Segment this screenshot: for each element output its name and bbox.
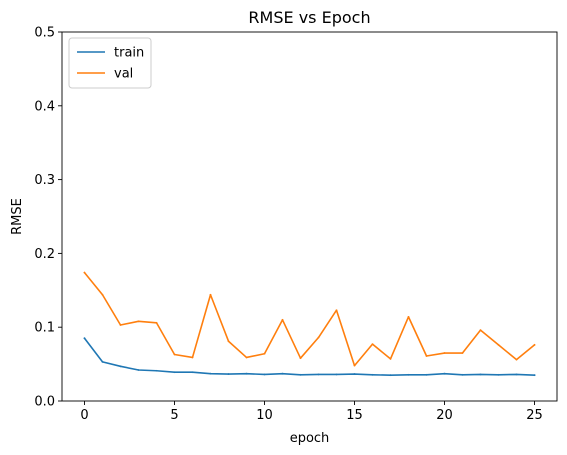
data-point-val xyxy=(101,293,104,296)
data-point-train xyxy=(371,373,374,376)
data-point-train xyxy=(299,373,302,376)
data-point-val xyxy=(479,329,482,332)
data-point-train xyxy=(101,360,104,363)
data-point-val xyxy=(281,318,284,321)
data-point-train xyxy=(173,371,176,374)
data-point-train xyxy=(425,373,428,376)
y-tick-label: 0.0 xyxy=(34,395,55,410)
series-line-val xyxy=(83,271,536,367)
data-point-train xyxy=(515,373,518,376)
data-point-train xyxy=(119,365,122,368)
data-point-train xyxy=(155,369,158,372)
data-point-val xyxy=(371,343,374,346)
x-tick-label: 25 xyxy=(526,408,543,423)
legend: train val xyxy=(68,37,152,89)
legend-label-train: train xyxy=(114,46,144,61)
x-tick-label: 15 xyxy=(346,408,363,423)
data-point-val xyxy=(137,320,140,323)
data-point-val xyxy=(353,364,356,367)
data-point-train xyxy=(443,372,446,375)
x-tick-label: 0 xyxy=(80,408,88,423)
data-point-val xyxy=(407,315,410,318)
data-point-val xyxy=(227,340,230,343)
data-point-train xyxy=(317,373,320,376)
plot-area xyxy=(83,271,536,377)
y-tick-label: 0.5 xyxy=(34,26,55,41)
data-point-train xyxy=(497,373,500,376)
data-point-train xyxy=(191,371,194,374)
data-point-val xyxy=(299,357,302,360)
data-point-train xyxy=(281,372,284,375)
data-point-train xyxy=(353,373,356,375)
data-point-val xyxy=(317,336,320,339)
y-tick-label: 0.3 xyxy=(34,173,55,188)
data-point-train xyxy=(479,373,482,376)
y-tick-label: 0.4 xyxy=(34,99,55,114)
data-point-val xyxy=(245,356,248,359)
legend-label-val: val xyxy=(114,67,133,82)
data-point-val xyxy=(533,344,536,346)
data-point-train xyxy=(335,373,338,376)
data-point-val xyxy=(515,358,518,361)
data-point-val xyxy=(461,352,464,354)
data-point-train xyxy=(263,373,266,376)
chart-title: RMSE vs Epoch xyxy=(248,8,370,27)
data-point-train xyxy=(137,369,140,371)
x-tick-label: 10 xyxy=(256,408,273,423)
series-line-train xyxy=(83,337,536,377)
data-point-train xyxy=(533,374,536,377)
data-point-val xyxy=(335,309,338,312)
y-tick-label: 0.2 xyxy=(34,247,55,262)
x-axis-label: epoch xyxy=(290,431,330,446)
data-point-val xyxy=(173,353,176,356)
data-point-val xyxy=(443,352,446,354)
data-point-val xyxy=(191,356,194,359)
data-point-train xyxy=(407,373,410,376)
x-tick-label: 20 xyxy=(436,408,453,423)
plot-frame xyxy=(61,31,558,402)
data-point-train xyxy=(245,372,248,375)
data-point-train xyxy=(227,373,230,375)
data-point-val xyxy=(425,355,428,357)
data-point-train xyxy=(389,374,392,377)
y-tick-label: 0.1 xyxy=(34,321,55,336)
data-point-train xyxy=(209,372,212,375)
data-point-val xyxy=(209,293,212,296)
data-point-val xyxy=(497,344,500,346)
data-point-val xyxy=(389,358,392,360)
data-point-val xyxy=(83,271,86,274)
data-point-train xyxy=(461,373,464,376)
data-point-train xyxy=(83,337,86,340)
data-point-val xyxy=(155,321,158,324)
data-point-val xyxy=(263,352,266,355)
data-point-val xyxy=(119,324,122,326)
y-axis-label: RMSE xyxy=(10,198,25,235)
legend-box xyxy=(68,37,152,89)
x-tick-label: 5 xyxy=(170,408,178,423)
